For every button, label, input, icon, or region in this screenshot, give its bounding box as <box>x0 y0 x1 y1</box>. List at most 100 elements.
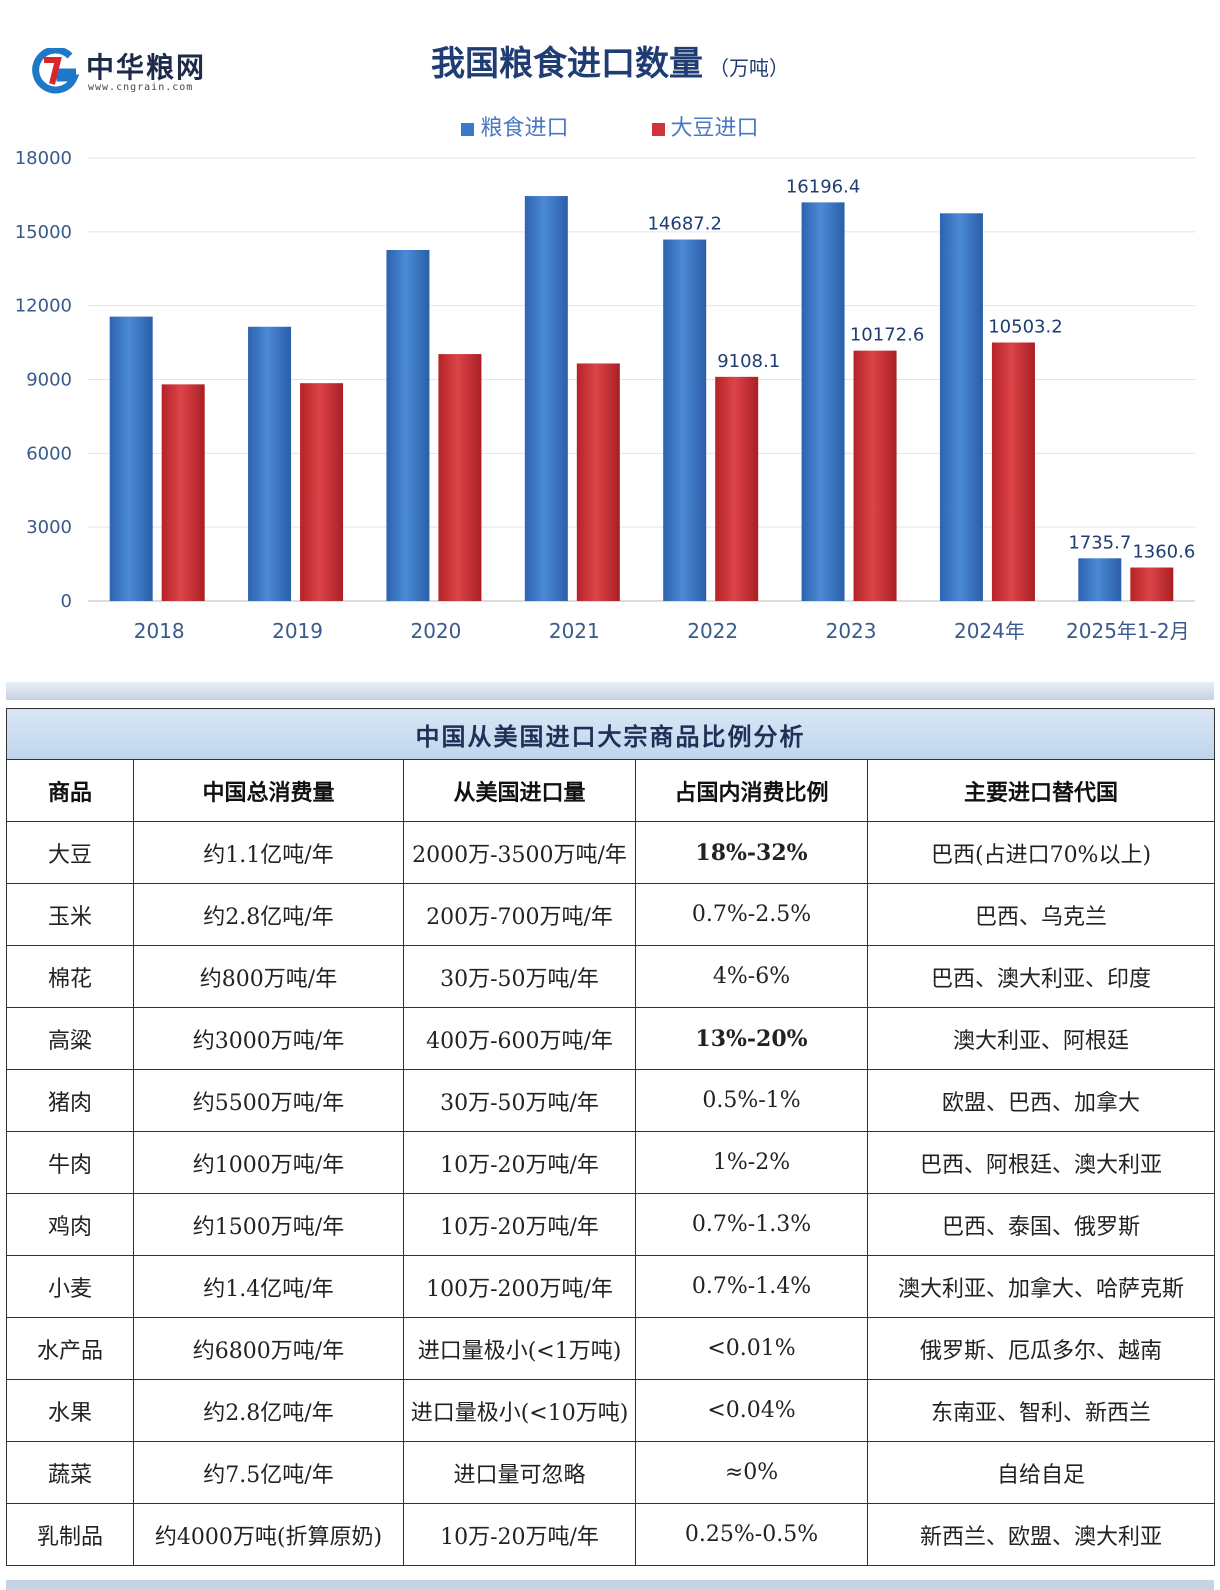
bar-soybean <box>991 342 1035 601</box>
table-cell: <0.01% <box>635 1317 868 1380</box>
bar-grain <box>1078 558 1122 601</box>
table-cell: 棉花 <box>6 945 134 1008</box>
logo-url: www.cngrain.com <box>88 82 194 93</box>
table-cell: 进口量可忽略 <box>403 1441 636 1504</box>
table-cell: 约3000万吨/年 <box>133 1007 404 1070</box>
bar-grain <box>801 202 845 601</box>
table-cell: 大豆 <box>6 821 134 884</box>
table-cell: 猪肉 <box>6 1069 134 1132</box>
y-tick-label: 15000 <box>15 222 72 243</box>
chart-unit: （万吨） <box>709 56 789 80</box>
table-cell: 鸡肉 <box>6 1193 134 1256</box>
y-tick-label: 12000 <box>15 296 72 317</box>
legend-item-soybean: 大豆进口 <box>651 110 759 142</box>
table-cell: 200万-700万吨/年 <box>403 883 636 946</box>
chart-title-text: 我国粮食进口数量 <box>431 44 703 84</box>
table-cell: 小麦 <box>6 1255 134 1318</box>
table-cell: 100万-200万吨/年 <box>403 1255 636 1318</box>
table-cell: 0.7%-1.4% <box>635 1255 868 1318</box>
data-label: 1735.7 <box>1068 532 1131 553</box>
table-header-cell: 中国总消费量 <box>133 759 404 822</box>
table-cell: 约1000万吨/年 <box>133 1131 404 1194</box>
table-cell: 10万-20万吨/年 <box>403 1193 636 1256</box>
legend-label-soybean: 大豆进口 <box>670 116 759 141</box>
table-cell: 0.7%-1.3% <box>635 1193 868 1256</box>
table-cell: 巴西、乌克兰 <box>866 883 1216 946</box>
table-row: 玉米 约2.8亿吨/年 200万-700万吨/年 0.7%-2.5% 巴西、乌克兰 <box>6 883 1216 946</box>
table-cell: 蔬菜 <box>6 1441 134 1504</box>
data-label: 9108.1 <box>717 351 780 372</box>
footer-band <box>6 1580 1214 1590</box>
x-tick-label: 2022 <box>687 619 738 643</box>
table-cell: 400万-600万吨/年 <box>403 1007 636 1070</box>
y-tick-label: 3000 <box>26 517 72 538</box>
table-cell: 18%-32% <box>635 821 868 884</box>
table-row: 猪肉 约5500万吨/年 30万-50万吨/年 0.5%-1% 欧盟、巴西、加拿大 <box>6 1069 1216 1132</box>
bar-soybean <box>853 350 897 601</box>
table-cell: 巴西(占进口70%以上) <box>866 821 1216 884</box>
table-cell: 约1500万吨/年 <box>133 1193 404 1256</box>
x-tick-label: 2018 <box>134 619 185 643</box>
table-cell: 10万-20万吨/年 <box>403 1131 636 1194</box>
table-cell: 巴西、阿根廷、澳大利亚 <box>866 1131 1216 1194</box>
logo-name: 中华粮网 <box>86 51 207 84</box>
table-header-cell: 占国内消费比例 <box>635 759 868 822</box>
table-row: 牛肉 约1000万吨/年 10万-20万吨/年 1%-2% 巴西、阿根廷、澳大利亚 <box>6 1131 1216 1194</box>
table-cell: 牛肉 <box>6 1131 134 1194</box>
table-cell: 新西兰、欧盟、澳大利亚 <box>866 1503 1216 1566</box>
table-row: 鸡肉 约1500万吨/年 10万-20万吨/年 0.7%-1.3% 巴西、泰国、俄罗斯 <box>6 1193 1216 1256</box>
table-cell: 高粱 <box>6 1007 134 1070</box>
x-tick-label: 2019 <box>272 619 323 643</box>
x-tick-label: 2025年1-2月 <box>1066 619 1190 643</box>
y-tick-label: 0 <box>61 591 72 612</box>
table-cell: 水产品 <box>6 1317 134 1380</box>
bar-soybean <box>715 376 759 601</box>
table-cell: 约7.5亿吨/年 <box>133 1441 404 1504</box>
table-cell: 巴西、泰国、俄罗斯 <box>866 1193 1216 1256</box>
table-cell: 进口量极小(<10万吨) <box>403 1379 636 1442</box>
table-row: 高粱 约3000万吨/年 400万-600万吨/年 13%-20% 澳大利亚、阿根廷 <box>6 1007 1216 1070</box>
data-label: 10172.6 <box>850 325 924 346</box>
table-cell: 30万-50万吨/年 <box>403 945 636 1008</box>
table-cell: 欧盟、巴西、加拿大 <box>866 1069 1216 1132</box>
commodity-table-wrap: 中国从美国进口大宗商品比例分析 商品 中国总消费量 从美国进口量 占国内消费比例 主要进… <box>5 708 1216 1566</box>
data-label: 10503.2 <box>988 317 1062 338</box>
table-cell: 约1.1亿吨/年 <box>133 821 404 884</box>
commodity-table: 中国从美国进口大宗商品比例分析 商品 中国总消费量 从美国进口量 占国内消费比例 主要进… <box>5 708 1216 1566</box>
y-tick-label: 9000 <box>26 370 72 391</box>
table-cell: 30万-50万吨/年 <box>403 1069 636 1132</box>
bar-grain <box>524 196 568 602</box>
y-tick-label: 18000 <box>15 148 72 169</box>
logo-icon <box>32 48 80 94</box>
table-cell: 约800万吨/年 <box>133 945 404 1008</box>
table-cell: 10万-20万吨/年 <box>403 1503 636 1566</box>
table-cell: 约2.8亿吨/年 <box>133 883 404 946</box>
table-cell: 东南亚、智利、新西兰 <box>866 1379 1216 1442</box>
legend-item-grain: 粮食进口 <box>461 110 569 142</box>
x-tick-label: 2020 <box>410 619 461 643</box>
data-label: 16196.4 <box>786 176 860 197</box>
x-tick-label: 2021 <box>549 619 600 643</box>
table-header-cell: 主要进口替代国 <box>866 759 1216 822</box>
table-header-cell: 商品 <box>6 759 134 822</box>
y-tick-label: 6000 <box>26 443 72 464</box>
table-cell: 1%-2% <box>635 1131 868 1194</box>
table-row: 蔬菜 约7.5亿吨/年 进口量可忽略 ≈0% 自给自足 <box>6 1441 1216 1504</box>
table-cell: 约2.8亿吨/年 <box>133 1379 404 1442</box>
table-cell: 自给自足 <box>866 1441 1216 1504</box>
table-cell: 约1.4亿吨/年 <box>133 1255 404 1318</box>
bar-grain <box>386 249 430 601</box>
legend-swatch-grain <box>461 122 475 136</box>
bar-soybean <box>438 354 482 601</box>
table-cell: 澳大利亚、阿根廷 <box>866 1007 1216 1070</box>
table-cell: 俄罗斯、厄瓜多尔、越南 <box>866 1317 1216 1380</box>
separator-band <box>6 682 1214 700</box>
table-cell: ≈0% <box>635 1441 868 1504</box>
table-cell: 澳大利亚、加拿大、哈萨克斯 <box>866 1255 1216 1318</box>
table-title: 中国从美国进口大宗商品比例分析 <box>5 708 1216 760</box>
table-cell: 约4000万吨(折算原奶) <box>133 1503 404 1566</box>
bar-grain <box>663 239 707 602</box>
table-cell: <0.04% <box>635 1379 868 1442</box>
table-cell: 巴西、澳大利亚、印度 <box>866 945 1216 1008</box>
table-cell: 0.5%-1% <box>635 1069 868 1132</box>
